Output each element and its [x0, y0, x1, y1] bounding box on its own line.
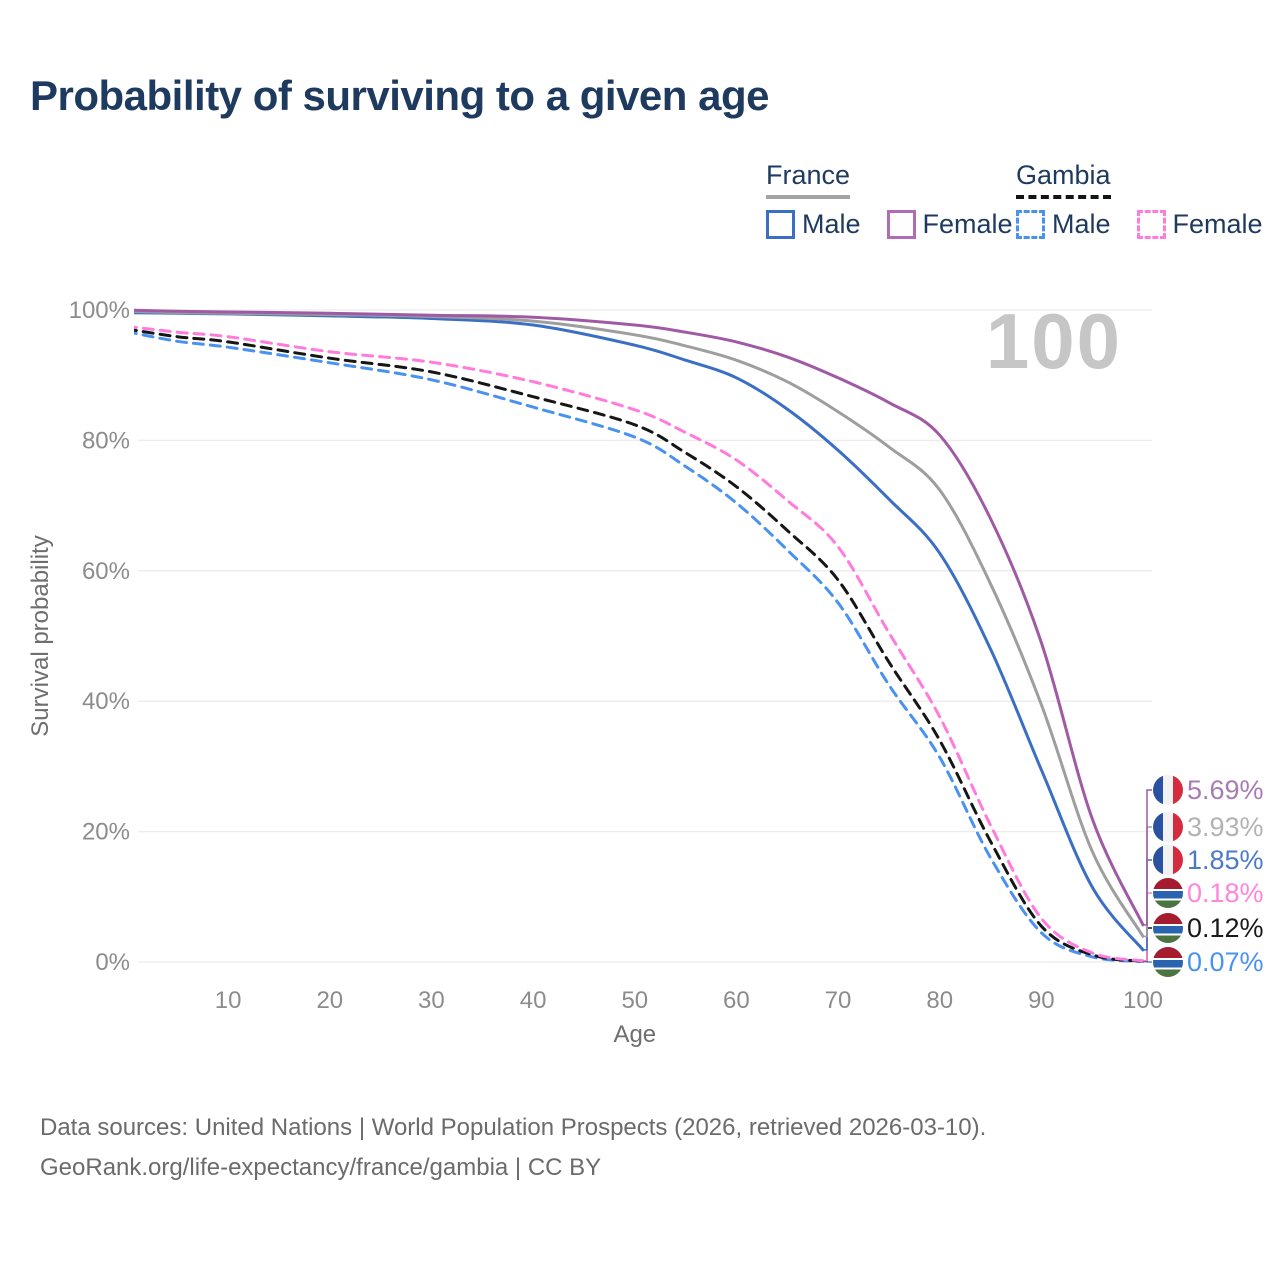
curve-gambia-female — [134, 325, 1145, 963]
legend-group-france: France Male Female — [766, 160, 1013, 240]
legend-items-france: Male Female — [766, 209, 1013, 240]
legend-label-gambia-male: Male — [1052, 209, 1111, 239]
svg-text:0%: 0% — [95, 949, 130, 976]
svg-text:80%: 80% — [82, 427, 130, 454]
curves — [134, 308, 1145, 963]
svg-text:60: 60 — [723, 987, 750, 1014]
y-axis-labels: 0% 20% 40% 60% 80% 100% — [69, 297, 130, 976]
chart-area: 100 0% 20% 40% 60% 80% 100% Survival probabilit… — [0, 280, 1280, 1080]
legend-items-gambia: Male Female — [1016, 209, 1263, 240]
svg-text:10: 10 — [215, 987, 242, 1014]
svg-text:20%: 20% — [82, 819, 130, 846]
svg-text:70: 70 — [825, 987, 852, 1014]
gridlines — [138, 309, 1152, 963]
x-axis-title: Age — [613, 1021, 656, 1048]
curve-france-female — [134, 308, 1145, 927]
legend-swatch-france-female — [886, 210, 916, 239]
svg-text:20: 20 — [316, 987, 343, 1014]
x-axis-labels: 10 20 30 40 50 60 70 80 90 100 — [215, 987, 1163, 1014]
svg-text:30: 30 — [418, 987, 445, 1014]
leader-france-female — [1143, 789, 1152, 926]
legend-item-france-female[interactable]: Female — [886, 209, 1013, 240]
end-value-france-male: 1.85% — [1187, 845, 1264, 875]
legend-group-gambia: Gambia Male Female — [1016, 160, 1263, 240]
legend-country-france: France — [766, 160, 851, 199]
curve-gambia-male — [134, 331, 1145, 963]
gambia-flag-icon — [1153, 913, 1183, 943]
france-flag-icon — [1153, 845, 1183, 875]
svg-text:40%: 40% — [82, 688, 130, 715]
age-watermark: 100 — [986, 297, 1122, 385]
end-labels: 0.07% 0.12% 0.18% 1.85% 3.93% 5.69% — [1143, 775, 1264, 977]
y-axis-title: Survival probability — [27, 535, 54, 736]
end-value-gambia-female: 0.18% — [1187, 878, 1264, 908]
legend-item-france-male[interactable]: Male — [766, 209, 861, 240]
svg-text:60%: 60% — [82, 558, 130, 585]
legend-label-gambia-female: Female — [1172, 209, 1263, 239]
legend-item-gambia-female[interactable]: Female — [1136, 209, 1263, 240]
end-value-gambia-male: 0.07% — [1187, 947, 1264, 977]
curve-france-male — [134, 311, 1145, 952]
svg-text:80: 80 — [926, 987, 953, 1014]
svg-text:50: 50 — [621, 987, 648, 1014]
footer-attribution: GeoRank.org/life-expectancy/france/gambi… — [40, 1154, 602, 1181]
legend-swatch-gambia-male — [1016, 210, 1045, 239]
legend-swatch-gambia-female — [1136, 210, 1166, 239]
legend-country-gambia: Gambia — [1016, 160, 1111, 199]
end-value-france-total: 3.93% — [1187, 812, 1264, 842]
france-flag-icon — [1153, 775, 1183, 805]
gambia-flag-icon — [1153, 878, 1183, 908]
france-flag-icon — [1153, 812, 1183, 842]
curve-gambia-total — [134, 328, 1145, 963]
legend: France Male Female Gambia Male — [0, 160, 1280, 250]
page-title: Probability of surviving to a given age — [30, 72, 769, 119]
footer: Data sources: United Nations | World Pop… — [40, 1108, 1240, 1188]
svg-text:100: 100 — [1123, 987, 1163, 1014]
survival-probability-chart: 100 0% 20% 40% 60% 80% 100% Survival probabilit… — [27, 297, 1264, 1048]
legend-item-gambia-male[interactable]: Male — [1016, 209, 1111, 240]
end-value-gambia-total: 0.12% — [1187, 913, 1264, 943]
legend-swatch-france-male — [766, 210, 795, 239]
svg-text:90: 90 — [1028, 987, 1055, 1014]
footer-sources: Data sources: United Nations | World Pop… — [40, 1114, 987, 1141]
legend-label-france-male: Male — [802, 209, 861, 239]
svg-text:100%: 100% — [69, 297, 130, 324]
gambia-flag-icon — [1153, 947, 1183, 977]
end-value-france-female: 5.69% — [1187, 775, 1264, 805]
legend-label-france-female: Female — [922, 209, 1013, 239]
svg-text:40: 40 — [520, 987, 547, 1014]
